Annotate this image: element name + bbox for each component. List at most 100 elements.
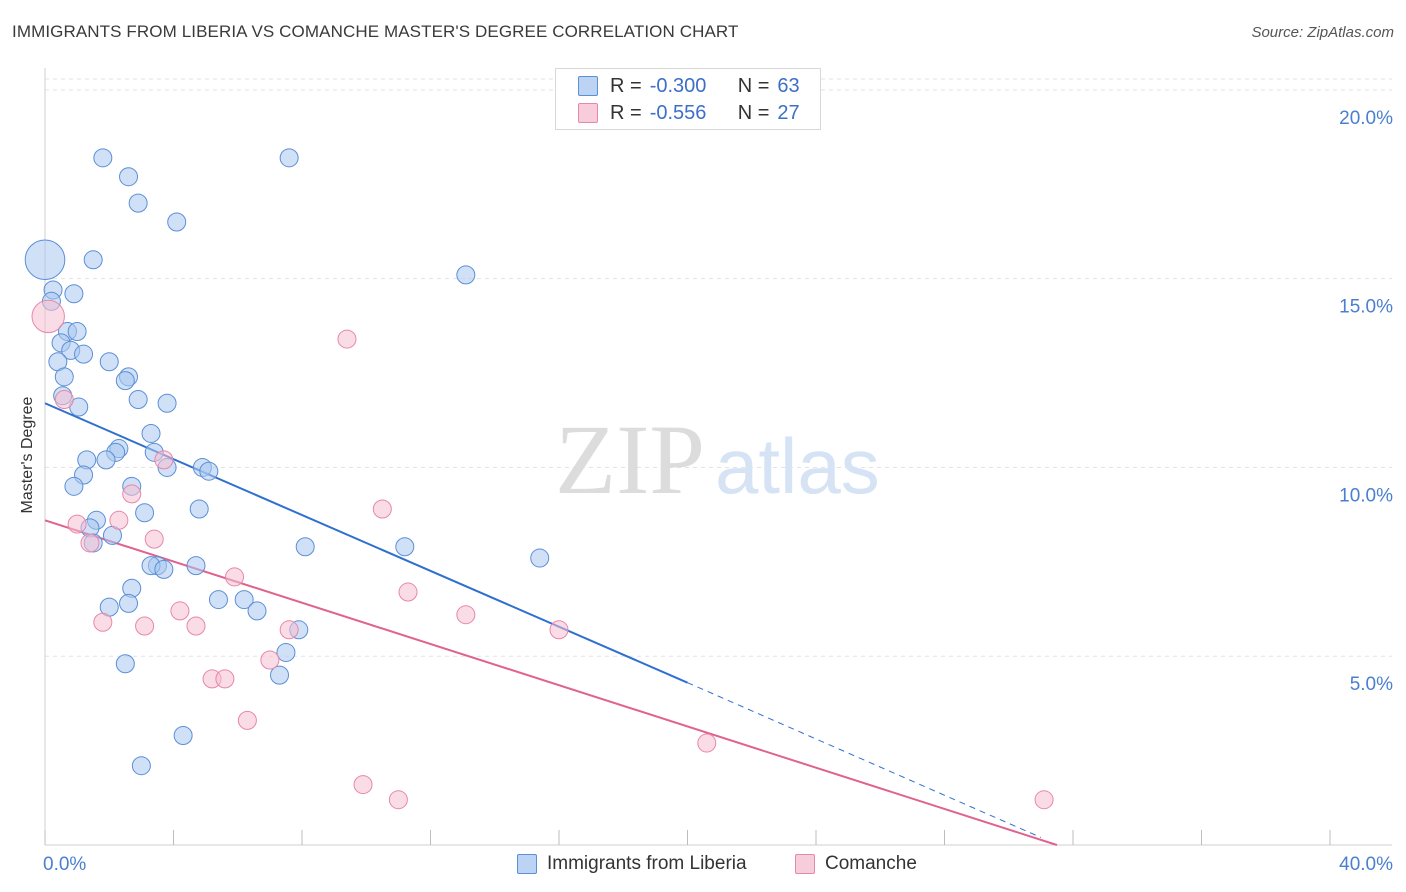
point-liberia	[93, 148, 113, 168]
point-liberia	[54, 367, 74, 387]
point-comanche	[697, 733, 717, 753]
legend-row-comanche: R = -0.556 N = 27	[556, 100, 800, 126]
gridlines	[45, 78, 1392, 657]
point-liberia	[157, 393, 177, 413]
point-liberia	[208, 590, 228, 610]
point-liberia	[119, 593, 139, 613]
point-liberia	[24, 239, 66, 281]
watermark-zip: ZIP	[555, 404, 705, 515]
x-tick-label: 40.0%	[1339, 854, 1393, 875]
legend-item-comanche: Comanche	[795, 853, 917, 875]
point-liberia	[395, 537, 415, 557]
point-liberia	[234, 590, 254, 610]
point-liberia	[96, 450, 116, 470]
point-comanche	[144, 529, 164, 549]
point-liberia	[247, 601, 267, 621]
point-liberia	[128, 193, 148, 213]
point-liberia	[135, 503, 155, 523]
source-label: Source: ZipAtlas.com	[1251, 24, 1394, 41]
point-liberia	[167, 212, 187, 232]
y-axis-label: Master's Degree	[19, 396, 36, 513]
point-comanche	[225, 567, 245, 587]
point-liberia	[199, 461, 219, 481]
point-comanche	[186, 616, 206, 636]
y-tick-label: 20.0%	[1339, 108, 1393, 129]
point-comanche	[260, 650, 280, 670]
y-tick-label: 10.0%	[1339, 485, 1393, 506]
legend-item-liberia: Immigrants from Liberia	[517, 853, 747, 875]
point-liberia	[295, 537, 315, 557]
point-comanche	[456, 605, 476, 625]
legend-label-liberia: Immigrants from Liberia	[547, 853, 747, 874]
legend-r-label: R =	[610, 101, 642, 124]
legend-n-label: N =	[737, 101, 770, 124]
point-comanche	[337, 329, 357, 349]
point-liberia	[64, 284, 84, 304]
scatter-points	[24, 148, 1054, 810]
point-liberia	[189, 499, 209, 519]
point-liberia	[131, 756, 151, 776]
legend-swatch-pink	[795, 854, 815, 874]
point-comanche	[215, 669, 235, 689]
point-liberia	[141, 423, 161, 443]
watermark-atlas: atlas	[715, 422, 880, 510]
watermark: ZIP atlas	[555, 404, 880, 515]
point-liberia	[67, 322, 87, 342]
point-comanche	[353, 775, 373, 795]
point-comanche	[80, 533, 100, 553]
legend-row-liberia: R = -0.300 N = 63	[556, 73, 800, 99]
point-comanche	[549, 620, 569, 640]
point-comanche	[54, 389, 74, 409]
legend-label-comanche: Comanche	[825, 853, 917, 874]
point-comanche	[279, 620, 299, 640]
point-liberia	[530, 548, 550, 568]
y-tick-label: 5.0%	[1350, 674, 1393, 695]
point-liberia	[279, 148, 299, 168]
point-liberia	[64, 476, 84, 496]
point-liberia	[154, 559, 174, 579]
point-comanche	[109, 510, 129, 530]
point-comanche	[170, 601, 190, 621]
legend-swatch-blue	[517, 854, 537, 874]
correlation-legend: R = -0.300 N = 63 R = -0.556 N = 27	[555, 68, 821, 130]
legend-r-value: -0.556	[649, 101, 707, 124]
point-liberia	[119, 167, 139, 187]
point-liberia	[74, 344, 94, 364]
point-comanche	[67, 514, 87, 534]
point-comanche	[31, 299, 65, 334]
point-liberia	[115, 371, 135, 391]
legend-n-value: 27	[777, 101, 800, 124]
point-comanche	[398, 582, 418, 602]
point-liberia	[83, 250, 103, 270]
point-liberia	[270, 665, 290, 685]
point-comanche	[154, 450, 174, 470]
legend-r-value: -0.300	[649, 74, 707, 97]
point-comanche	[237, 710, 257, 730]
point-liberia	[99, 352, 119, 372]
legend-n-value: 63	[777, 74, 800, 97]
legend-n-label: N =	[737, 74, 770, 97]
y-tick-label: 15.0%	[1339, 297, 1393, 318]
point-liberia	[128, 389, 148, 409]
x-tick-label: 0.0%	[43, 854, 86, 875]
point-comanche	[93, 612, 113, 632]
point-comanche	[122, 484, 142, 504]
chart-title: IMMIGRANTS FROM LIBERIA VS COMANCHE MAST…	[12, 22, 739, 41]
legend-r-label: R =	[610, 74, 642, 97]
point-comanche	[372, 499, 392, 519]
point-liberia	[456, 265, 476, 285]
legend-swatch-pink	[578, 103, 598, 123]
point-liberia	[276, 642, 296, 662]
point-liberia	[115, 654, 135, 674]
point-comanche	[1034, 790, 1054, 810]
trend-line-liberia-extension	[687, 682, 1042, 838]
point-comanche	[135, 616, 155, 636]
trend-line-comanche	[44, 519, 1058, 846]
legend-swatch-blue	[578, 76, 598, 96]
point-liberia	[186, 556, 206, 576]
axes	[44, 68, 1392, 846]
point-comanche	[388, 790, 408, 810]
series-legend: Immigrants from Liberia Comanche	[0, 851, 1406, 879]
tick-labels: 5.0% 10.0% 15.0% 20.0% 0.0% 40.0%	[43, 108, 1393, 875]
point-liberia	[173, 726, 193, 746]
